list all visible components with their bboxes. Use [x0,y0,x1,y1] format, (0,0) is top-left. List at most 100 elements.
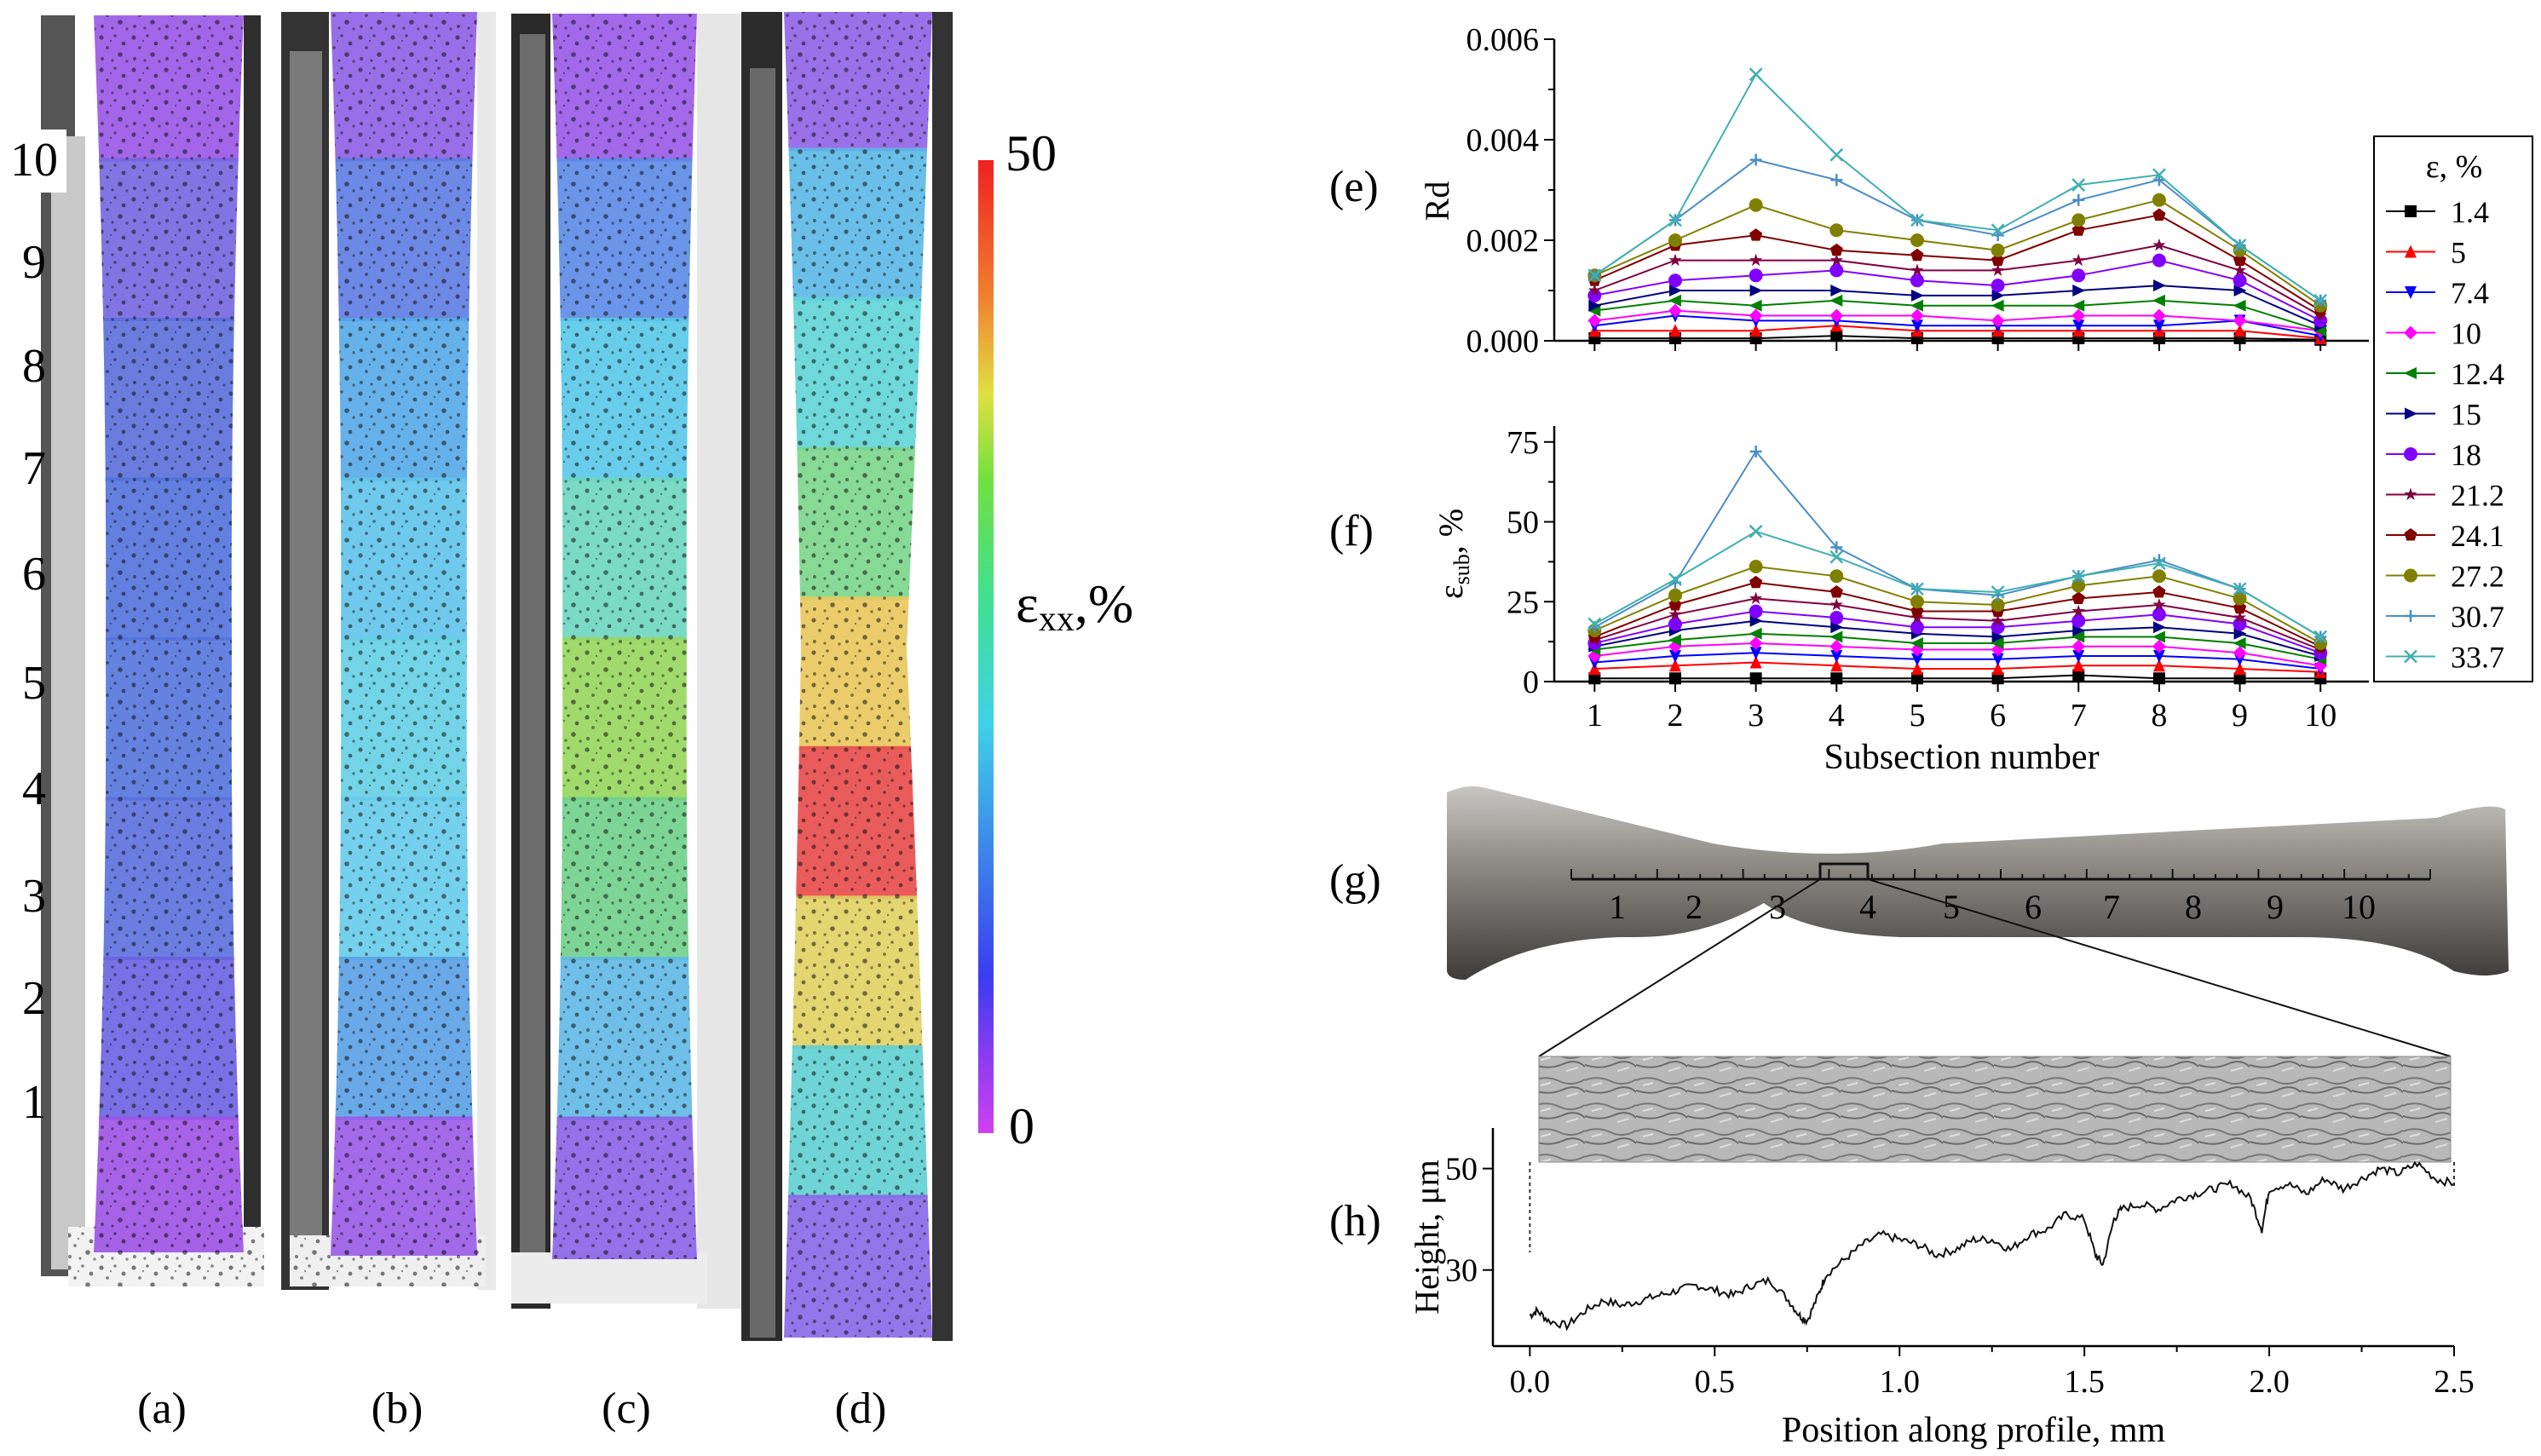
data-point [1830,285,1844,296]
data-point [2405,205,2417,217]
legend-label: 30.7 [2451,600,2504,634]
subsection-number: 10 [10,134,58,187]
scale-number: 1 [1609,888,1626,926]
data-point [2233,591,2247,606]
data-point [1829,308,1844,323]
data-point [2233,239,2247,252]
data-point [2071,613,2086,628]
panel-label-e: (e) [1329,163,1379,211]
data-point [1830,330,1843,342]
data-point [2233,637,2246,649]
data-point [1910,273,1924,288]
data-point [1830,174,1843,187]
scale-number: 9 [2267,888,2284,926]
data-point [1991,243,2005,257]
data-point [1587,314,1602,328]
data-point [1910,637,1923,649]
grip-surface [290,51,322,1278]
data-point [1668,588,1682,602]
y-tick-label: 0.002 [1466,223,1540,259]
data-point [1749,560,1763,573]
legend-label: 18 [2451,438,2481,472]
legend-label: 10 [2451,317,2481,351]
series-line [1594,652,2321,670]
data-point [1910,662,1923,675]
data-point [1588,299,1602,312]
scale-number: 4 [1859,888,1876,926]
data-point [1668,573,1682,586]
data-point [2233,582,2247,596]
data-point [1991,620,2005,635]
data-point [2152,294,2165,307]
subsection-number: 3 [22,870,46,923]
chart-f-strain: 0 25 50 75 1 2 3 4 5 6 7 8 9 10 εsub, % Subsection numb… [1432,425,2369,777]
x-tick-label: 0.5 [1695,1364,1736,1400]
panel-label-a: (a) [137,1384,187,1433]
data-point [1588,672,1601,685]
data-point [1668,634,1681,647]
legend-title: ε, % [2426,149,2483,185]
subsection-number: 9 [22,236,46,289]
x-tick-label: 7 [2071,698,2087,734]
data-point [1749,299,1762,312]
panel-label-b: (b) [372,1384,424,1433]
data-point [2152,238,2166,251]
data-point [1749,647,1762,660]
x-axis-title: Subsection number [1824,738,2099,777]
legend-label: 7.4 [2451,276,2489,310]
data-point [1587,284,1601,296]
data-point [2152,253,2166,268]
data-point [2313,630,2328,644]
data-point [2071,630,2085,643]
y-tick-label: 0.000 [1466,324,1540,360]
data-point [1910,289,1924,302]
data-point [2071,178,2086,192]
series-line [1594,314,2321,337]
data-point [1991,630,2005,643]
data-point [1829,550,1844,564]
x-tick-label: 1 [1587,698,1603,734]
specimen-end [511,1252,707,1303]
data-point [1668,324,1681,337]
dic-strain-maps: 1 2 3 4 5 6 7 8 9 10 (a) (b) (c) (d) [5,12,953,1433]
data-point [1991,223,2005,238]
data-point [2233,611,2247,624]
data-point [2233,273,2247,288]
data-point [2313,325,2327,337]
data-point [1587,617,1602,631]
colorbar-gradient [978,160,994,1133]
y-tick-label: 30 [1445,1253,1478,1289]
data-point [1829,639,1844,653]
data-point [1910,653,1923,666]
data-point [2404,568,2417,583]
series-line [1594,325,2321,340]
data-point [1991,289,2005,302]
zoom-box [1818,862,1870,881]
data-point [1910,611,1924,624]
subsection-number: 8 [22,340,46,393]
data-point [2152,650,2165,663]
panel-label-c: (c) [602,1384,651,1433]
legend-label: 12.4 [2451,357,2504,391]
panel-label-h: (h) [1329,1197,1381,1246]
data-point [1749,604,1763,619]
data-point [1587,288,1602,302]
y-tick-label: 75 [1507,425,1539,461]
data-point [2071,268,2086,283]
data-point [2152,585,2166,598]
data-point [1668,285,1682,296]
data-point [1668,273,1682,288]
legend-label: 1.4 [2451,195,2489,229]
series-line [1594,259,2321,322]
subsection-number: 5 [22,657,46,710]
data-point [2072,285,2086,296]
x-tick-label: 1.0 [1879,1364,1920,1400]
data-point [1829,630,1843,643]
data-point [1991,598,2005,612]
data-point [2152,569,2166,584]
specimen-c [511,14,741,1309]
x-tick-label: 6 [1990,698,2006,734]
data-point [2233,672,2246,685]
scale-number: 8 [2185,888,2202,926]
data-point [1829,611,1844,624]
